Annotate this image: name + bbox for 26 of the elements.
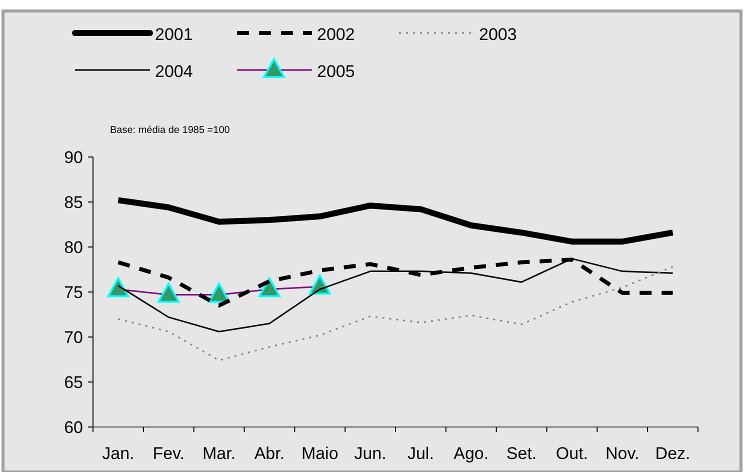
x-tick-label: Out. <box>556 444 588 463</box>
x-tick-label: Ago. <box>454 444 489 463</box>
y-tick-label: 65 <box>64 373 83 392</box>
x-tick-label: Jan. <box>102 444 134 463</box>
y-tick-label: 70 <box>64 328 83 347</box>
x-tick-label: Set. <box>506 444 537 463</box>
legend-label: 2003 <box>479 25 517 44</box>
text: Base: média de 1985 =100 <box>110 125 230 136</box>
line-series <box>117 266 674 362</box>
legend-label: 2005 <box>317 62 355 81</box>
x-tick-label: Fev. <box>152 444 185 463</box>
x-tick-label: Dez. <box>655 444 690 463</box>
y-tick-label: 85 <box>64 193 83 212</box>
x-tick-label: Nov. <box>606 444 640 463</box>
x-tick-label: Maio <box>301 444 338 463</box>
y-tick-label: 90 <box>64 148 83 167</box>
y-tick-label: 80 <box>64 238 83 257</box>
x-tick-label: Mar. <box>202 444 236 463</box>
y-tick-label: 75 <box>64 283 83 302</box>
y-tick-label: 60 <box>64 418 83 437</box>
legend-label: 2004 <box>155 62 193 81</box>
x-tick-label: Jul. <box>407 444 434 463</box>
x-tick-label: Abr. <box>254 444 285 463</box>
legend-label: 2001 <box>155 25 193 44</box>
x-tick-label: Jun. <box>354 444 386 463</box>
legend-label: 2002 <box>317 25 355 44</box>
